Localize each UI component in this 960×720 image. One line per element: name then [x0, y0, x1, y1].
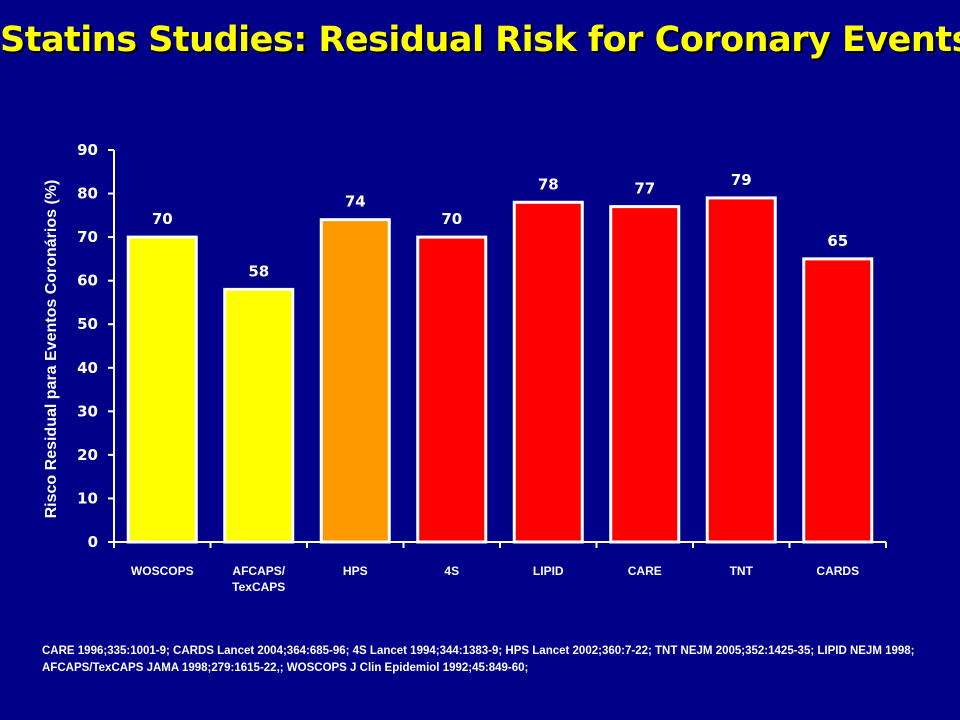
y-tick-label: 0	[88, 533, 98, 551]
bar	[802, 257, 874, 544]
data-label: 78	[538, 175, 559, 193]
bar	[609, 205, 681, 544]
x-category-label: WOSCOPS	[130, 564, 194, 578]
data-label: 58	[248, 262, 269, 280]
data-label: 65	[827, 232, 848, 250]
y-tick-label: 30	[77, 402, 98, 420]
data-label: 79	[731, 171, 752, 189]
data-label: 77	[634, 180, 655, 198]
y-tick-label: 10	[77, 489, 98, 507]
bar	[126, 235, 198, 544]
bar	[512, 200, 584, 544]
x-category-label: TNT	[729, 564, 753, 578]
x-category-label: HPS	[342, 564, 368, 578]
y-tick-label: 70	[77, 228, 98, 246]
slide-title: Statins Studies: Residual Risk for Coron…	[0, 20, 960, 60]
y-tick-label: 40	[77, 359, 98, 377]
bar	[416, 235, 488, 544]
x-category-label: 4S	[444, 564, 460, 578]
y-tick-label: 80	[77, 185, 98, 203]
x-category-label: AFCAPS/TexCAPS	[232, 564, 286, 594]
bar	[319, 218, 391, 544]
bar	[705, 196, 777, 544]
x-category-label: CARDS	[816, 564, 860, 578]
x-category-label: CARE	[627, 564, 662, 578]
y-tick-label: 50	[77, 315, 98, 333]
y-tick-label: 20	[77, 446, 98, 464]
y-tick-label: 90	[77, 141, 98, 159]
y-axis-label: Risco Residual para Eventos Coronários (…	[43, 179, 60, 519]
x-category-label: LIPID	[532, 564, 564, 578]
data-label: 74	[345, 193, 366, 211]
data-label: 70	[152, 210, 173, 228]
data-label: 70	[441, 210, 462, 228]
y-tick-label: 60	[77, 272, 98, 290]
references-text: CARE 1996;335:1001-9; CARDS Lancet 2004;…	[42, 645, 915, 674]
bar	[223, 287, 295, 544]
